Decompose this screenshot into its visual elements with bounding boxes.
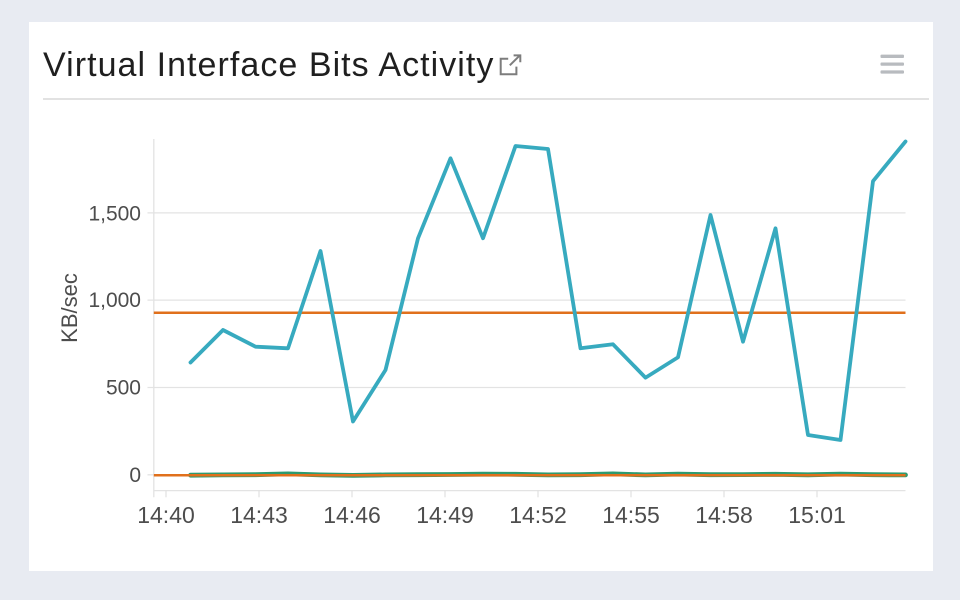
svg-text:14:55: 14:55 [602, 502, 660, 528]
svg-text:1,000: 1,000 [88, 289, 141, 312]
svg-text:0: 0 [129, 464, 141, 487]
svg-text:14:40: 14:40 [137, 502, 195, 528]
svg-text:1,500: 1,500 [88, 202, 141, 225]
svg-text:14:52: 14:52 [509, 502, 567, 528]
svg-text:14:46: 14:46 [323, 502, 381, 528]
svg-text:500: 500 [106, 377, 141, 400]
svg-text:14:49: 14:49 [416, 502, 474, 528]
svg-text:KB/sec: KB/sec [57, 273, 82, 343]
svg-text:15:01: 15:01 [788, 502, 846, 528]
svg-text:Virtual Interface Bits Activit: Virtual Interface Bits Activity [43, 46, 494, 84]
svg-text:14:58: 14:58 [695, 502, 753, 528]
svg-text:14:43: 14:43 [230, 502, 288, 528]
